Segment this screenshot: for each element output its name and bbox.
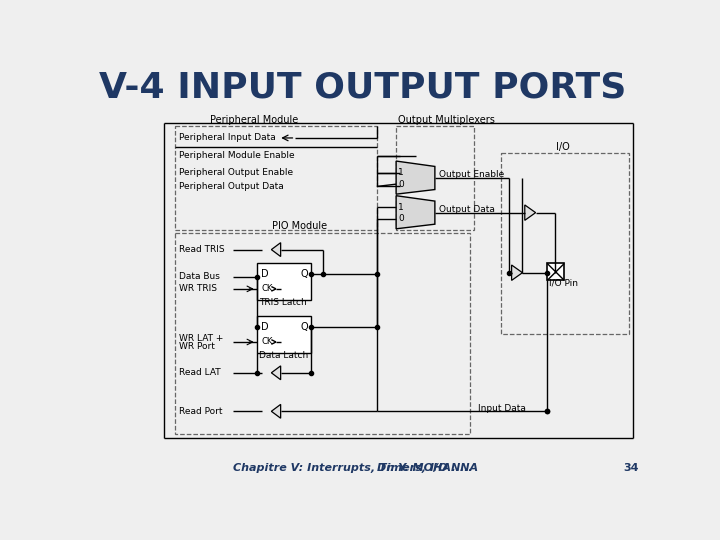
Bar — [256, 316, 311, 353]
Text: Output Multiplexers: Output Multiplexers — [398, 115, 495, 125]
Polygon shape — [396, 161, 435, 194]
Text: Input Data: Input Data — [477, 404, 526, 414]
Text: Output Enable: Output Enable — [438, 171, 504, 179]
Text: Peripheral Output Enable: Peripheral Output Enable — [179, 168, 293, 177]
Text: Output Data: Output Data — [438, 205, 495, 214]
Text: V-4 INPUT OUTPUT PORTS: V-4 INPUT OUTPUT PORTS — [99, 71, 626, 105]
Text: Read LAT: Read LAT — [179, 368, 221, 377]
Text: WR Port: WR Port — [179, 342, 215, 351]
Bar — [256, 262, 311, 300]
Polygon shape — [271, 404, 281, 418]
Text: Chapitre V: Interrupts, Timers, I/O .....: Chapitre V: Interrupts, Timers, I/O ....… — [233, 463, 473, 473]
Polygon shape — [271, 366, 281, 380]
Text: D: D — [261, 269, 269, 279]
Text: I/O Pin: I/O Pin — [549, 279, 577, 288]
Text: TRIS Latch: TRIS Latch — [259, 298, 307, 307]
Text: Q: Q — [301, 322, 308, 332]
Bar — [500, 153, 629, 334]
Text: Read Port: Read Port — [179, 407, 222, 416]
Text: 1: 1 — [398, 202, 404, 212]
Bar — [547, 264, 564, 280]
Text: WR TRIS: WR TRIS — [179, 285, 217, 293]
Text: 0: 0 — [398, 180, 404, 188]
Text: I/O: I/O — [556, 142, 570, 152]
Text: Data Bus: Data Bus — [179, 272, 220, 281]
Bar — [175, 233, 469, 434]
Text: 0: 0 — [398, 214, 404, 224]
Text: Peripheral Module Enable: Peripheral Module Enable — [179, 151, 294, 160]
Text: WR LAT +: WR LAT + — [179, 334, 223, 343]
Text: 1: 1 — [398, 168, 404, 177]
Text: PIO Module: PIO Module — [272, 221, 328, 231]
Text: Data Latch: Data Latch — [259, 352, 308, 360]
Polygon shape — [396, 195, 435, 229]
Polygon shape — [512, 265, 523, 280]
Text: CK: CK — [261, 338, 273, 347]
Bar — [175, 126, 377, 231]
Bar — [396, 126, 474, 231]
Text: D: D — [261, 322, 269, 332]
Polygon shape — [525, 205, 536, 220]
Text: Peripheral Module: Peripheral Module — [210, 115, 298, 125]
Text: 34: 34 — [624, 463, 639, 473]
Text: Peripheral Output Data: Peripheral Output Data — [179, 182, 284, 191]
Text: Dr. Y. MOHANNA: Dr. Y. MOHANNA — [377, 463, 478, 473]
Text: Q: Q — [301, 269, 308, 279]
Text: Read TRIS: Read TRIS — [179, 245, 225, 254]
Polygon shape — [271, 242, 281, 256]
Text: CK: CK — [261, 285, 273, 293]
Text: Peripheral Input Data: Peripheral Input Data — [179, 133, 276, 143]
